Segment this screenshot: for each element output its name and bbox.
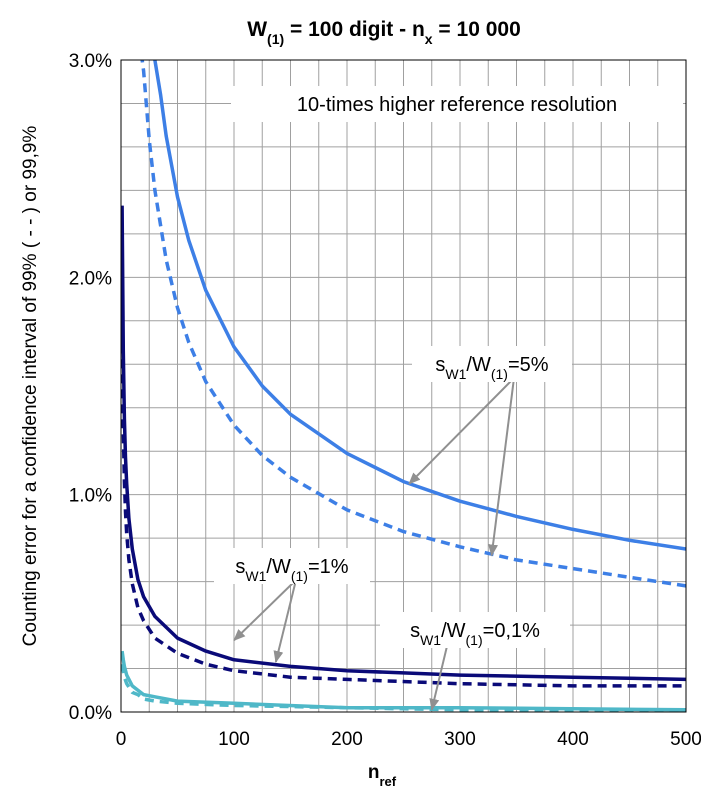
annotation-text-sw1: sW1/W(1)=1% (235, 556, 348, 584)
chart-title: W(1) = 100 digit - nx = 10 000 (247, 18, 521, 47)
x-tick-label: 200 (331, 729, 363, 750)
series-line-sw5-dashed (140, 60, 686, 588)
annotation-label-sw1: sW1/W(1)=1% (214, 548, 370, 584)
annotation-arrow (273, 579, 297, 663)
x-tick-label: 100 (218, 729, 250, 750)
annotation-background-sw5 (412, 346, 572, 382)
x-tick-label: 300 (444, 729, 476, 750)
y-tick-label: 0.0% (69, 703, 112, 724)
annotation-arrow (233, 579, 297, 641)
x-tick-label: 0 (116, 729, 127, 750)
y-tick-label: 2.0% (69, 268, 112, 289)
annotation-arrow (429, 641, 449, 711)
series-line-sw01-dashed (121, 663, 686, 712)
x-axis-title: nref (368, 762, 397, 787)
y-axis-title: Counting error for a confidence interval… (20, 126, 41, 647)
series-layer (121, 60, 686, 712)
inset-label: 10-times higher reference resolution (231, 86, 683, 122)
annotation-background-sw01 (380, 612, 570, 648)
x-axis-ticks: 0 100 200 300 400 500 (116, 729, 701, 750)
annotation-background-sw1 (214, 548, 370, 584)
inset-label-background (231, 86, 683, 122)
plot-border (120, 59, 687, 713)
x-tick-label: 500 (670, 729, 701, 750)
annotation-arrow (488, 377, 515, 557)
y-axis-ticks: 0.0% 1.0% 2.0% 3.0% (69, 51, 112, 724)
annotation-arrow (408, 377, 515, 485)
series-line-sw1-dashed (121, 314, 686, 688)
annotation-text-sw5: sW1/W(1)=5% (435, 354, 548, 382)
inset-label-text: 10-times higher reference resolution (297, 94, 617, 116)
annotation-label-sw01: sW1/W(1)=0,1% (380, 612, 570, 648)
annotation-label-sw5: sW1/W(1)=5% (412, 346, 572, 382)
x-tick-label: 400 (557, 729, 589, 750)
annotation-text-sw01: sW1/W(1)=0,1% (410, 620, 540, 648)
y-tick-label: 3.0% (69, 51, 112, 72)
annotation-arrows (233, 377, 515, 711)
y-tick-label: 1.0% (69, 486, 112, 507)
series-line-sw5-solid (153, 60, 686, 551)
